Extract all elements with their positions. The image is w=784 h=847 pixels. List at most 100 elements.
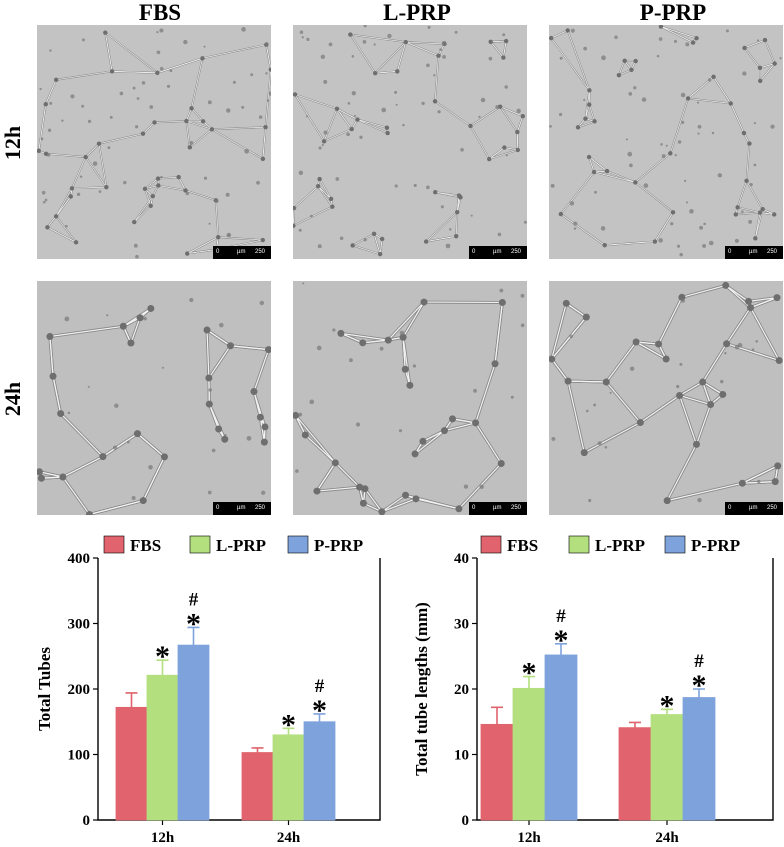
bar-fbs-12h [480,723,514,821]
legend-swatch-fbs [103,535,125,554]
scale-bar-end: 250 [511,505,522,511]
y-axis-label: Total tube lengths (mm) [412,602,431,776]
error-bar [523,675,535,689]
error-bar [693,688,705,698]
total-tubes-chart: FBS L-PRP P-PRP 0 100 200 300 400 Total Tubes 12h… [35,535,381,846]
bar-l-prp-24h [272,734,305,821]
scale-bar-end: 250 [767,505,778,511]
micrograph-pprp-12h: 0 µm 250 [549,25,783,259]
significance-hash: # [694,651,704,672]
cell-network-texture [549,25,783,259]
column-label-lprp: L-PRP [383,0,451,25]
scale-bar-end: 250 [511,249,522,255]
error-bar [125,692,138,708]
cell-network-texture [293,25,527,259]
bar-l-prp-12h [146,674,179,821]
x-tick-label: 24h [655,830,679,846]
y-tick-label: 40 [454,551,469,567]
legend-label-p-prp: P-PRP [314,536,363,555]
significance-asterisk: * [155,640,170,673]
legend-label-l-prp: L-PRP [595,536,645,555]
row-label-12h: 12h [0,125,25,161]
column-label-pprp: P-PRP [639,0,707,25]
bar-l-prp-12h [512,687,546,821]
legend-swatch-fbs [480,535,502,554]
scale-bar-unit: µm [493,249,502,255]
scale-bar-unit: µm [749,505,758,511]
significance-asterisk: * [692,669,707,702]
error-bar [251,747,264,753]
y-axis-label: Total Tubes [35,647,54,731]
y-tick-label: 30 [454,617,469,633]
y-tick-label: 20 [454,682,469,698]
y-tick-label: 0 [83,813,91,829]
error-bar [661,708,673,715]
legend-label-fbs: FBS [130,536,161,555]
scale-bar-start: 0 [472,505,476,511]
error-bar [187,626,200,646]
y-tick-label: 100 [68,748,91,764]
total-tube-lengths-chart: FBS L-PRP P-PRP 0 10 20 30 40 Total tube lengths… [412,535,774,846]
y-tick-label: 0 [462,813,470,829]
micrograph-pprp-24h: 0 µm 250 [549,281,783,515]
bar-p-prp-12h [544,654,578,821]
scale-bar-unit: µm [237,249,246,255]
cell-network-texture [37,25,271,259]
error-bar [629,721,641,728]
bar-fbs-24h [618,727,652,821]
significance-asterisk: * [186,607,201,640]
y-tick-label: 400 [68,551,91,567]
scale-bar-end: 250 [255,505,266,511]
y-tick-label: 300 [68,617,91,633]
bar-p-prp-24h [303,721,336,821]
bar-p-prp-12h [177,644,210,821]
significance-asterisk: * [281,708,296,741]
x-tick-label: 12h [151,830,175,846]
column-label-fbs: FBS [138,0,182,25]
scale-bar-start: 0 [216,249,220,255]
micrograph-fbs-12h: 0 µm 250 [37,25,271,259]
scale-bar-unit: µm [237,505,246,511]
legend-label-fbs: FBS [507,536,538,555]
legend-swatch-p-prp [664,535,686,554]
error-bar [313,713,326,722]
legend-swatch-p-prp [287,535,309,554]
micrograph-fbs-24h: 0 µm 250 [37,281,271,515]
cell-network-texture [549,281,783,515]
y-tick-label: 10 [454,748,469,764]
error-bar [491,706,503,725]
significance-hash: # [315,676,325,697]
cell-network-texture [293,281,527,515]
scale-bar: 0 µm 250 [725,246,783,259]
legend-swatch-l-prp [568,535,590,554]
scale-bar-unit: µm [749,249,758,255]
legend-label-p-prp: P-PRP [691,536,740,555]
significance-asterisk: * [554,624,569,657]
bar-fbs-24h [241,752,274,821]
scale-bar-start: 0 [216,505,220,511]
error-bar [282,727,295,735]
legend-label-l-prp: L-PRP [216,536,266,555]
cell-network-texture [37,281,271,515]
micrograph-lprp-24h: 0 µm 250 [293,281,527,515]
scale-bar-end: 250 [767,249,778,255]
scale-bar-start: 0 [728,505,732,511]
significance-asterisk: * [312,694,327,727]
x-tick-label: 12h [517,830,541,846]
scale-bar: 0 µm 250 [469,502,527,515]
error-bar [555,643,567,655]
x-tick-label: 24h [277,830,301,846]
error-bar [156,659,169,676]
bar-fbs-12h [115,706,148,821]
scale-bar-end: 250 [255,249,266,255]
scale-bar-start: 0 [728,249,732,255]
significance-asterisk: * [660,689,675,722]
scale-bar: 0 µm 250 [469,246,527,259]
significance-asterisk: * [522,657,537,690]
legend-swatch-l-prp [189,535,211,554]
scale-bar: 0 µm 250 [213,246,271,259]
scale-bar: 0 µm 250 [213,502,271,515]
scale-bar-unit: µm [493,505,502,511]
scale-bar-start: 0 [472,249,476,255]
significance-hash: # [189,589,199,610]
